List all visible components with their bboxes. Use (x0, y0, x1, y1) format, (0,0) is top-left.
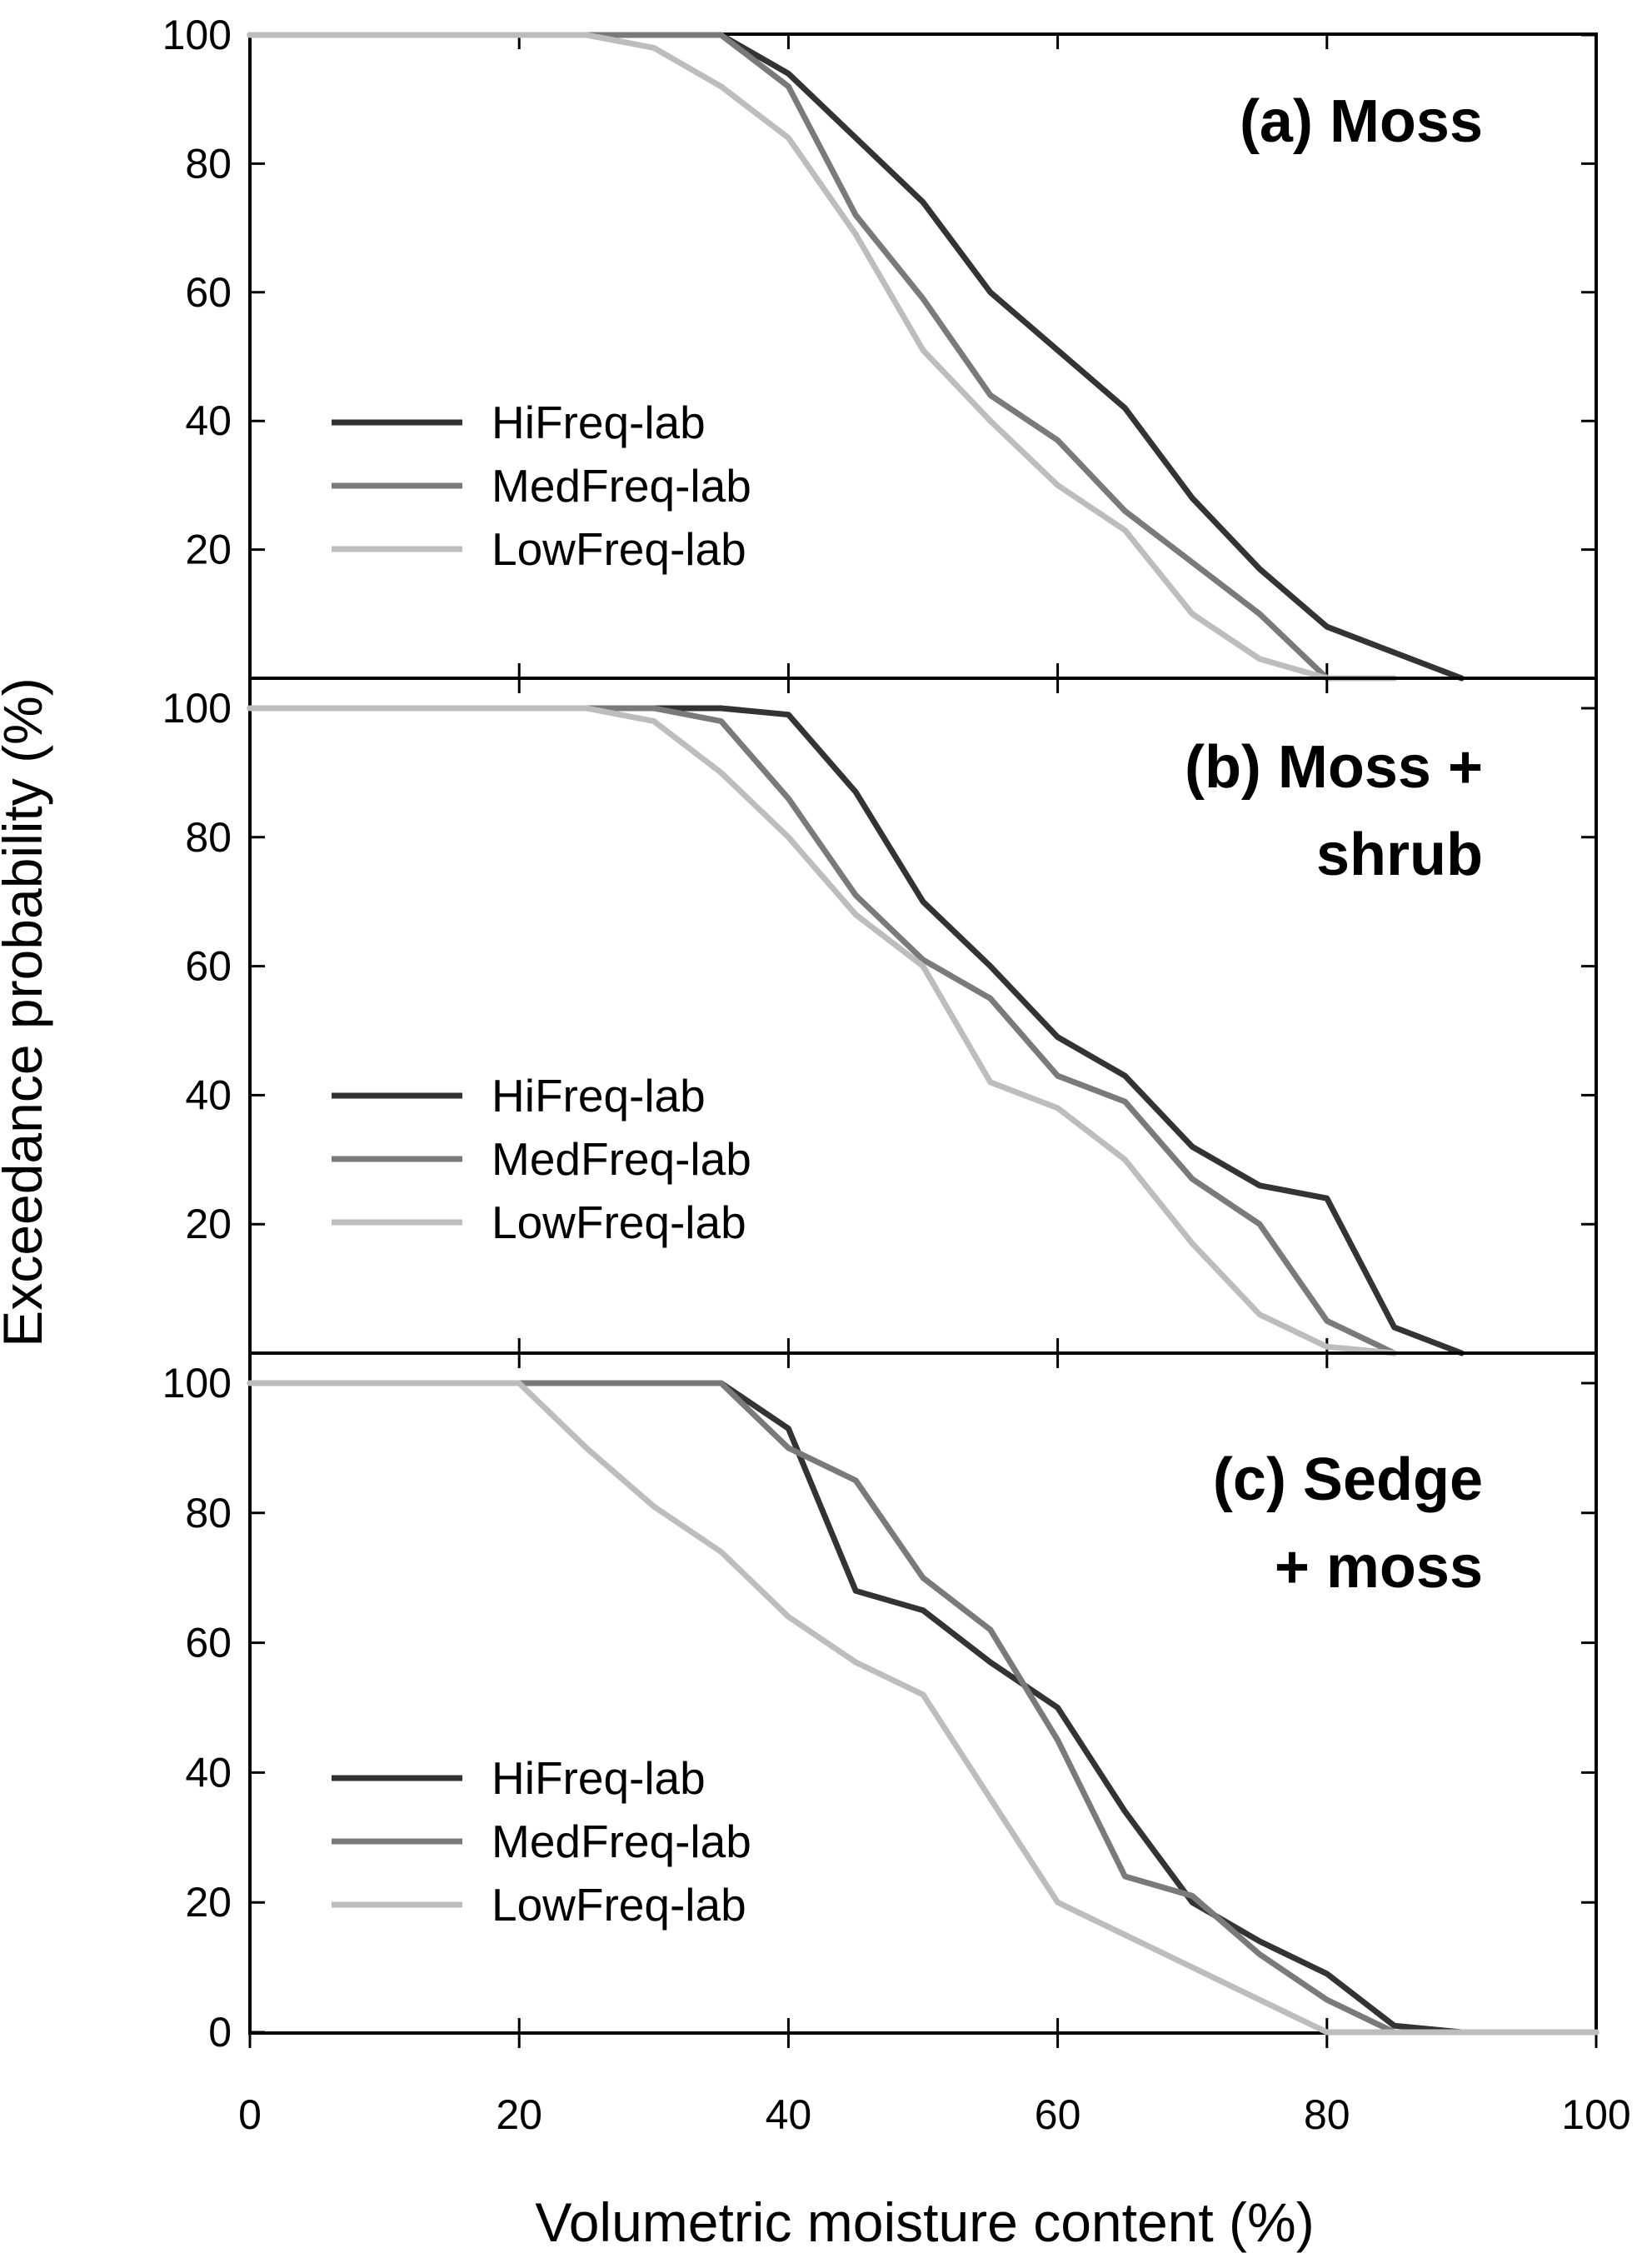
x-tick-label: 100 (1561, 2091, 1630, 2138)
x-tick-label: 0 (238, 2091, 262, 2138)
legend-label: HiFreq-lab (492, 1752, 706, 1804)
panel-title: (b) Moss + (1185, 734, 1483, 801)
x-tick-label: 20 (496, 2091, 542, 2138)
y-axis-label: Exceedance probability (%) (0, 677, 53, 1346)
legend-label: MedFreq-lab (492, 460, 751, 512)
x-tick-label: 40 (766, 2091, 812, 2138)
x-tick-label: 60 (1035, 2091, 1081, 2138)
panel-3: 100 80 60 40 20 00 20 40 60 80 100 HiFreq-lab MedFre… (162, 1351, 1631, 2138)
y-tick-label: 20 (185, 527, 232, 573)
series-hifreq-lab (247, 705, 1465, 1356)
y-tick-label: 40 (185, 1749, 232, 1796)
y-tick-label: 20 (185, 1879, 232, 1926)
y-tick-label: 20 (185, 1201, 232, 1247)
panels: 100 80 60 40 20 HiFreq-lab MedFreq-lab LowFreq-… (162, 12, 1631, 2138)
y-tick-label: 80 (185, 140, 232, 187)
y-tick-label: 100 (162, 1360, 232, 1406)
series-medfreq-lab (247, 32, 1330, 682)
legend-label: MedFreq-lab (492, 1816, 751, 1867)
y-tick-label: 100 (162, 685, 232, 732)
series-hifreq-lab (247, 32, 1465, 682)
legend-label: HiFreq-lab (492, 1070, 706, 1122)
legend-label: LowFreq-lab (492, 523, 746, 575)
y-tick-label: 60 (185, 943, 232, 990)
y-tick-label: 60 (185, 269, 232, 316)
panel-1: 100 80 60 40 20 HiFreq-lab MedFreq-lab LowFreq-… (162, 12, 1598, 682)
panel-title: (c) Sedge (1213, 1446, 1483, 1513)
series-medfreq-lab (247, 1380, 1600, 2036)
series-lowfreq-lab (247, 705, 1398, 1356)
panel-title: shrub (1316, 822, 1483, 888)
y-tick-label: 80 (185, 814, 232, 861)
x-axis-label: Volumetric moisture content (%) (535, 2191, 1314, 2253)
series-lowfreq-lab (247, 1380, 1600, 2036)
y-tick-label: 0 (208, 2009, 232, 2056)
y-tick-label: 80 (185, 1490, 232, 1536)
panel-title: + moss (1275, 1534, 1483, 1601)
legend-label: MedFreq-lab (492, 1133, 751, 1185)
series-medfreq-lab (247, 705, 1398, 1356)
y-tick-label: 60 (185, 1620, 232, 1666)
x-tick-label: 80 (1304, 2091, 1350, 2138)
legend-label: LowFreq-lab (492, 1196, 746, 1248)
legend-label: HiFreq-lab (492, 397, 706, 448)
panel-frame (248, 1351, 1598, 2035)
series-lowfreq-lab (247, 32, 1398, 682)
y-tick-label: 40 (185, 397, 232, 444)
y-tick-label: 100 (162, 12, 232, 58)
panel-2: 100 80 60 40 20 HiFreq-lab MedFreq-lab LowFreq-… (162, 677, 1598, 1356)
y-tick-label: 40 (185, 1072, 232, 1118)
legend-label: LowFreq-lab (492, 1879, 746, 1931)
panel-title: (a) Moss (1240, 88, 1483, 155)
